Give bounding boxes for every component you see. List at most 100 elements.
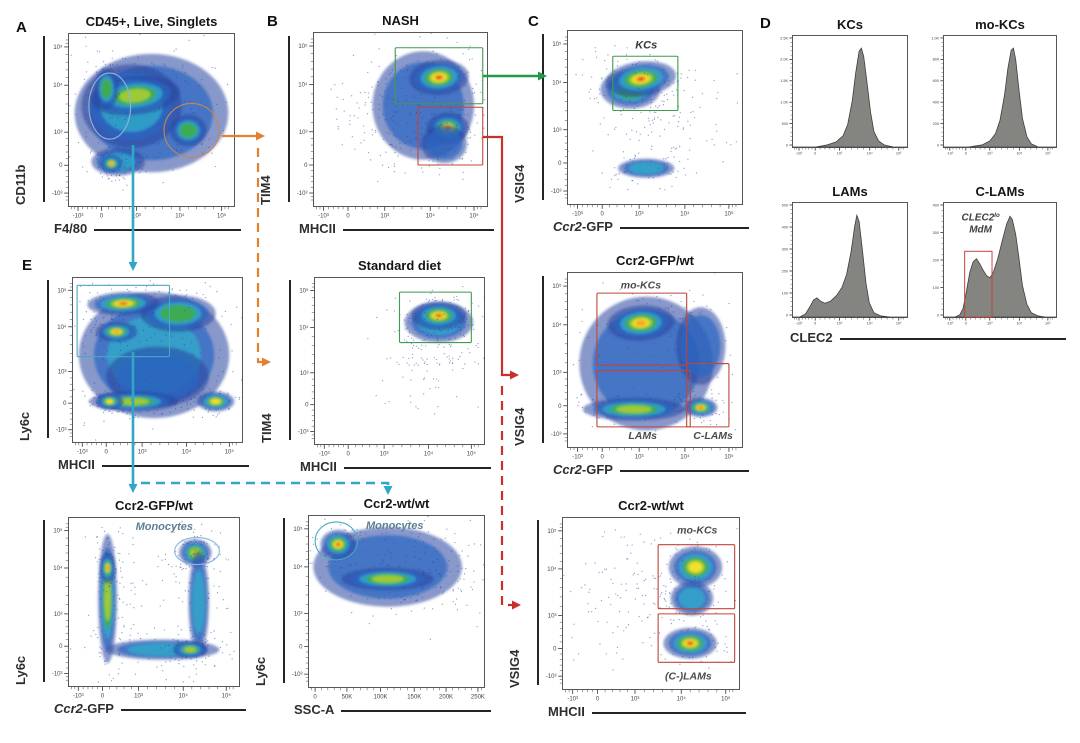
plot-title: C-LAMs [975, 184, 1025, 199]
y-axis-label: CD11b [8, 33, 56, 207]
svg-text:10⁵: 10⁵ [724, 454, 734, 461]
svg-text:-10³: -10³ [551, 189, 562, 195]
svg-text:-10³: -10³ [52, 191, 63, 197]
plot-ccr2gfp-monocytes: Ccr2-GFP/wt -10³ 0 10³ 10⁴ 10⁵ 10⁵ 10⁴ 10³ 0 -10³… [13, 498, 246, 716]
svg-text:-10³: -10³ [77, 450, 88, 456]
svg-text:0: 0 [346, 214, 350, 220]
svg-text:600: 600 [933, 79, 939, 83]
svg-text:10⁴: 10⁴ [299, 324, 309, 331]
svg-text:10³: 10³ [548, 614, 557, 620]
svg-text:10⁵: 10⁵ [467, 451, 477, 458]
svg-text:LAMs: LAMs [628, 430, 657, 442]
plot-canvas: 0 50K 100K 150K 200K 250K 10⁵ 10⁴ 10³ 0 -10³ Monocy… [292, 515, 485, 701]
plot-title: LAMs [832, 184, 868, 199]
svg-text:10³: 10³ [138, 450, 147, 456]
svg-text:10³: 10³ [380, 214, 389, 220]
svg-text:0: 0 [63, 401, 67, 407]
svg-text:0: 0 [105, 450, 109, 456]
svg-text:10⁴: 10⁴ [57, 324, 67, 331]
svg-text:0: 0 [786, 313, 788, 317]
plot-canvas: -10³ 0 10³ 10⁴ 10⁵ 10⁵ 10⁴ 10³ 0 -10³ mo-KCs (C-)LA… [546, 517, 740, 703]
panel-letter-c: C [528, 13, 539, 30]
svg-text:10⁴: 10⁴ [179, 693, 189, 700]
svg-text:-10³: -10³ [56, 428, 67, 434]
svg-text:10³: 10³ [553, 128, 562, 134]
svg-text:10⁵: 10⁵ [53, 44, 63, 51]
svg-text:10³: 10³ [58, 370, 67, 376]
svg-text:200: 200 [782, 269, 788, 273]
svg-text:10⁴: 10⁴ [424, 451, 434, 458]
svg-text:10³: 10³ [380, 452, 389, 458]
svg-text:-10³: -10³ [318, 214, 329, 220]
plot-standard-diet: Standard diet -10³ 0 10³ 10⁴ 10⁵ 10⁵ 10⁴ 10³ 0 -1… [259, 258, 491, 474]
y-axis-line [537, 520, 539, 685]
svg-text:(C-)LAMs: (C-)LAMs [665, 671, 712, 683]
svg-text:10³: 10³ [54, 612, 63, 618]
plot-title: Ccr2-wt/wt [363, 496, 430, 511]
y-axis-line [43, 36, 45, 202]
svg-text:250K: 250K [471, 695, 485, 701]
svg-text:100: 100 [933, 286, 939, 290]
y-axis-label: Ly6c [12, 277, 60, 443]
svg-text:0: 0 [553, 646, 557, 652]
svg-text:-10³: -10³ [946, 322, 953, 326]
plot-canvas: -10³ 0 10³ 10⁴ 10⁵ 10⁵ 10⁴ 10³ 0 -10³ KCs [551, 30, 743, 218]
plot-title: Ccr2-GFP/wt [114, 498, 193, 513]
plot-ccr2wt-vsig4: Ccr2-wt/wt -10³ 0 10³ 10⁴ 10⁵ 10⁵ 10⁴ 10³ 0 -10³ m… [507, 498, 746, 719]
svg-text:10⁵: 10⁵ [721, 696, 731, 703]
svg-text:10⁵: 10⁵ [222, 693, 232, 700]
y-axis-line [283, 518, 285, 683]
plot-title: NASH [382, 13, 419, 28]
svg-text:10⁴: 10⁴ [552, 322, 562, 329]
svg-text:400: 400 [933, 203, 939, 207]
x-axis-label: Ccr2-GFP [553, 462, 749, 477]
svg-text:10³: 10³ [987, 152, 993, 156]
panel-letter-b: B [267, 13, 278, 30]
plot-ccr2gfp-vsig4: Ccr2-GFP/wt -10³ 0 10³ 10⁴ 10⁵ 10⁵ 10⁴ 10³ 0 -10³… [512, 253, 749, 477]
svg-text:50K: 50K [342, 695, 353, 701]
x-axis-line [120, 708, 246, 711]
plot-kcs-gate: -10³ 0 10³ 10⁴ 10⁵ 10⁵ 10⁴ 10³ 0 -10³ KCs VSIG4 Cc… [512, 30, 749, 234]
x-axis-line [619, 469, 749, 472]
svg-text:-10³: -10³ [298, 430, 309, 436]
svg-text:10⁵: 10⁵ [469, 213, 479, 220]
panel-letter-d: D [760, 15, 771, 32]
svg-text:-10³: -10³ [73, 694, 84, 700]
svg-text:10⁴: 10⁴ [298, 82, 308, 89]
svg-text:10⁴: 10⁴ [547, 566, 557, 573]
plot-canvas: -10³ 0 10³ 10⁴ 10⁵ 10⁵ 10⁴ 10³ 0 -10³ [56, 277, 243, 456]
svg-text:10³: 10³ [837, 322, 843, 326]
y-axis-line [289, 280, 291, 440]
plot-ly6c-mhcii: -10³ 0 10³ 10⁴ 10⁵ 10⁵ 10⁴ 10³ 0 -10³ Ly6c MHCII [17, 277, 249, 472]
svg-text:2.5K: 2.5K [780, 36, 788, 40]
svg-text:300: 300 [782, 247, 788, 251]
x-axis-label: SSC-A [294, 702, 491, 717]
svg-text:10⁴: 10⁴ [680, 211, 690, 218]
svg-text:-10³: -10³ [572, 455, 583, 461]
svg-text:10⁴: 10⁴ [1016, 322, 1022, 326]
svg-text:0: 0 [313, 695, 317, 701]
x-axis-line [342, 228, 494, 231]
svg-text:-10³: -10³ [292, 672, 303, 678]
svg-text:0: 0 [347, 452, 351, 458]
plot-ccr2wt-monocytes: Ccr2-wt/wt 0 50K 100K 150K 200K 250K 10⁵ 10⁴ 10³… [253, 496, 491, 717]
svg-text:0: 0 [601, 455, 605, 461]
x-axis-line [101, 464, 249, 467]
svg-text:-10³: -10³ [572, 212, 583, 218]
y-axis-line [43, 520, 45, 682]
svg-text:0: 0 [937, 313, 939, 317]
svg-text:10³: 10³ [553, 370, 562, 376]
svg-text:0: 0 [59, 163, 63, 169]
plot-nash: NASH -10³ 0 10³ 10⁴ 10⁵ 10⁵ 10⁴ 10³ 0 -10³ TIM4 M… [258, 13, 494, 236]
plot-canvas: -10³ 0 10³ 10⁴ 10⁵ 10⁵ 10⁴ 10³ 0 -10³ Monocytes [52, 517, 240, 700]
svg-text:MdM: MdM [969, 225, 992, 236]
arrow-e-to-ccr2wt-ly6c [141, 481, 393, 495]
plot-canvas: -10³ 0 10³ 10⁴ 10⁵ 10⁵ 10⁴ 10³ 0 -10³ [298, 277, 485, 458]
svg-text:mo-KCs: mo-KCs [677, 524, 717, 536]
svg-text:10⁵: 10⁵ [552, 41, 562, 48]
svg-text:10⁵: 10⁵ [57, 287, 67, 294]
svg-text:500: 500 [782, 203, 788, 207]
plot-canvas: -10³ 0 10³ 10⁴ 10⁵ 2.5K 2.0K 1.5K 1.0K 500 0 [780, 35, 908, 156]
svg-text:10³: 10³ [631, 697, 640, 703]
svg-text:10³: 10³ [635, 455, 644, 461]
